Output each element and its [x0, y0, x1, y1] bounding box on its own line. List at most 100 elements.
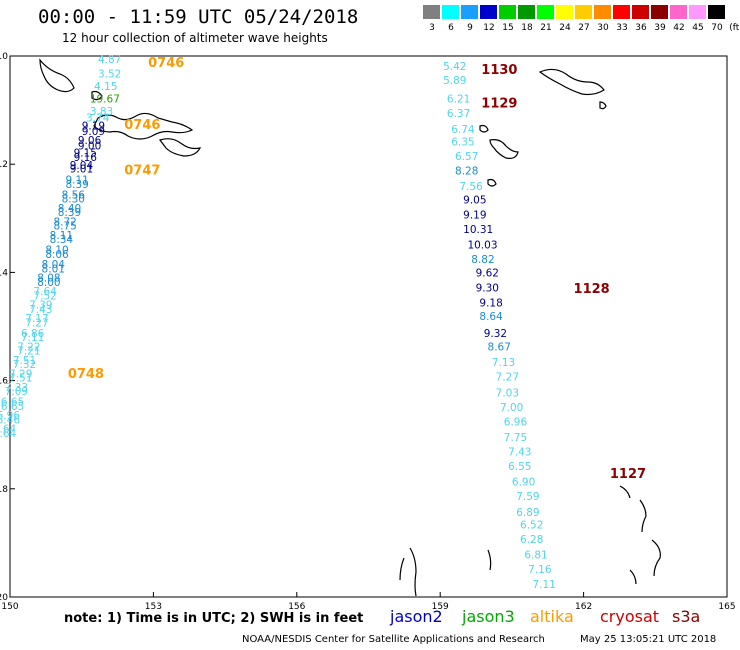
- swh-observation: 7.13: [492, 357, 515, 369]
- swh-observation: 6.57: [455, 151, 478, 163]
- swh-observation: 6.52: [520, 519, 543, 531]
- swh-observation: 6.35: [451, 136, 474, 148]
- scale-swatch: [518, 5, 535, 19]
- swh-observation: 9.18: [479, 297, 502, 309]
- scale-label: 70: [711, 23, 723, 33]
- swh-observation: 6.89: [516, 507, 539, 519]
- scale-label: 42: [673, 23, 685, 33]
- lat-tick-label: 16: [0, 377, 8, 387]
- scale-swatch: [670, 5, 687, 19]
- swh-observation: 8.82: [471, 254, 494, 266]
- swh-observation: 8.04: [42, 259, 66, 271]
- lat-tick-label: 18: [0, 485, 8, 495]
- lon-tick-label: 162: [575, 602, 592, 612]
- swh-observation: 10.31: [463, 224, 493, 236]
- swh-observation: 7.32: [13, 359, 36, 371]
- swh-observation: 7.51: [9, 373, 32, 385]
- satellite-jason3: jason3: [462, 607, 515, 626]
- coastline-vanuatu-north: [538, 68, 605, 96]
- pass-time-label: 0747: [124, 164, 160, 179]
- swh-observation: 9.09: [82, 126, 105, 138]
- pass-time-label: 1128: [574, 282, 610, 297]
- pass-time-label: 0748: [68, 367, 104, 382]
- swh-observation: 7.00: [500, 402, 523, 414]
- swh-observation: 6.37: [447, 108, 470, 120]
- scale-swatch: [537, 5, 554, 19]
- swh-observation: 8.75: [53, 221, 76, 233]
- swh-observation: 6.28: [520, 534, 543, 546]
- scale-swatch: [461, 5, 478, 19]
- lon-tick-label: 159: [432, 602, 449, 612]
- swh-observation: 7.29: [9, 368, 32, 380]
- swh-observation: 7.39: [29, 300, 52, 312]
- scale-label: 30: [597, 23, 609, 33]
- swh-observation: 9.05: [463, 195, 486, 207]
- swh-observation: 7.27: [496, 372, 519, 384]
- swh-observation: 9.16: [74, 152, 98, 164]
- swh-observation: 6.64: [0, 428, 16, 440]
- swh-observation: 7.16: [528, 564, 552, 576]
- scale-swatch: [556, 5, 573, 19]
- swh-observation: 9.04: [70, 160, 94, 172]
- scale-swatch: [708, 5, 725, 19]
- swh-observation: 7.43: [29, 304, 52, 316]
- scale-label: 6: [448, 23, 454, 33]
- swh-observation: 7.43: [508, 446, 531, 458]
- swh-observation: 8.00: [37, 277, 60, 289]
- swh-observation: 8.67: [488, 341, 511, 353]
- coastline-banks-islands: [487, 178, 497, 187]
- swh-observation: 9.00: [78, 141, 101, 153]
- observation-layer: 4.873.524.1519.673.833.749.199.099.069.0…: [0, 54, 556, 591]
- swh-observation: 6.21: [447, 94, 470, 106]
- scale-label: (ft): [729, 23, 740, 33]
- scale-label: 24: [559, 23, 571, 33]
- map-note: note: 1) Time is in UTC; 2) SWH is in fe…: [64, 611, 364, 626]
- scale-label: 33: [616, 23, 628, 33]
- swh-observation: 8.40: [58, 203, 81, 215]
- swh-observation: 6.90: [512, 477, 535, 489]
- lon-tick-label: 150: [1, 602, 18, 612]
- swh-observation: 3.52: [98, 69, 121, 81]
- coastline-solomon-mid: [159, 138, 202, 157]
- swh-observation: 8.39: [65, 179, 88, 191]
- axis-ticks: 150 153 156 159 162 165 10 12 14 16 18 20: [0, 52, 736, 612]
- swh-observation: 7.64: [33, 286, 57, 298]
- scale-label: 21: [540, 23, 552, 33]
- scale-swatch: [594, 5, 611, 19]
- pass-time-label: 0746: [124, 118, 160, 133]
- swh-observation: 5.42: [443, 61, 466, 73]
- scale-label: 39: [654, 23, 666, 33]
- swh-observation: 7.03: [496, 387, 519, 399]
- swh-observation: 3.74: [86, 112, 110, 124]
- swh-observation: 7.11: [21, 332, 44, 344]
- map-title: 00:00 - 11:59 UTC 05/24/2018: [38, 6, 359, 28]
- swh-observation: 8.34: [50, 234, 74, 246]
- pass-time-label: 1129: [481, 97, 517, 112]
- swh-observation: 9.62: [476, 268, 499, 280]
- swh-observation: 3.83: [90, 106, 113, 118]
- swh-observation: 8.11: [50, 230, 73, 242]
- scale-swatch: [689, 5, 706, 19]
- lon-tick-label: 153: [145, 602, 162, 612]
- swh-observation: 8.64: [479, 311, 503, 323]
- swh-observation: 9.15: [74, 148, 97, 160]
- swh-observation: 7.56: [459, 181, 483, 193]
- swh-observation: 8.08: [37, 273, 60, 285]
- swh-observation: 19.67: [90, 94, 120, 106]
- swh-observation: 10.03: [467, 240, 497, 252]
- swh-observation: 7.27: [25, 318, 48, 330]
- swh-observation: 7.33: [5, 382, 28, 394]
- swh-observation: 9.11: [65, 175, 88, 187]
- swh-observation: 4.15: [94, 81, 117, 93]
- lon-tick-label: 165: [718, 602, 735, 612]
- scale-swatch: [632, 5, 649, 19]
- satellite-jason2: jason2: [390, 607, 443, 626]
- scale-swatch: [480, 5, 497, 19]
- scale-label: 18: [521, 23, 533, 33]
- swh-observation: 9.30: [476, 282, 499, 294]
- swh-observation: 7.09: [5, 386, 28, 398]
- pass-time-layer: 0746 0746 0747 0748 1130 1129 1128 1127: [68, 56, 646, 482]
- coastline-new-caledonia: [399, 485, 661, 597]
- swh-observation: 8.01: [42, 263, 65, 275]
- swh-observation: 7.17: [25, 313, 48, 325]
